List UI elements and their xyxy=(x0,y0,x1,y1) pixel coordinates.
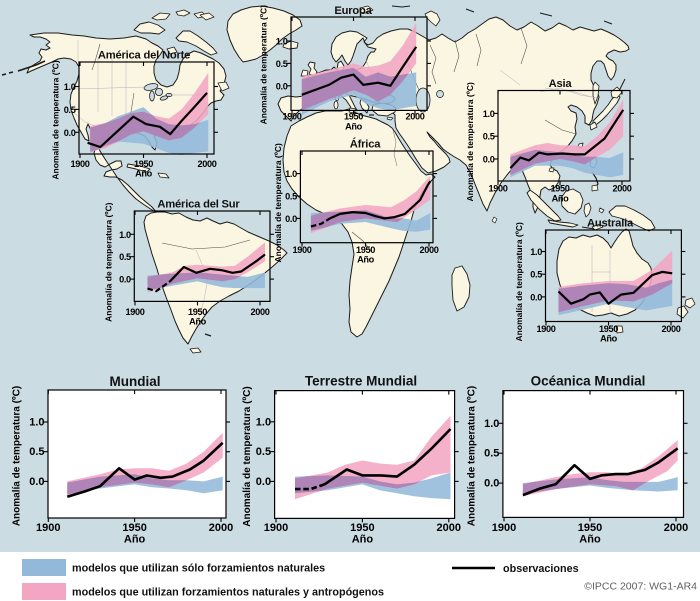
svg-text:0.5: 0.5 xyxy=(276,59,288,69)
svg-text:1900: 1900 xyxy=(488,184,507,194)
svg-text:Año: Año xyxy=(189,317,207,327)
svg-text:América del Norte: América del Norte xyxy=(98,50,190,62)
svg-text:0.0: 0.0 xyxy=(483,155,495,165)
svg-text:observaciones: observaciones xyxy=(503,563,579,575)
svg-text:2000: 2000 xyxy=(197,159,216,169)
svg-text:1950: 1950 xyxy=(188,307,207,317)
svg-text:Anomalía de temperatura (ºC): Anomalía de temperatura (ºC) xyxy=(467,386,478,526)
svg-text:Anomalía de temperatura (ºC): Anomalía de temperatura (ºC) xyxy=(465,82,475,201)
svg-text:0.0: 0.0 xyxy=(119,275,131,285)
svg-text:0.5: 0.5 xyxy=(119,252,131,262)
svg-text:Anomalía de temperatura (ºC): Anomalía de temperatura (ºC) xyxy=(12,386,23,526)
svg-text:1900: 1900 xyxy=(292,245,311,255)
svg-text:1900: 1900 xyxy=(282,112,301,122)
svg-text:Anomalía de temperatura (ºC): Anomalía de temperatura (ºC) xyxy=(51,60,61,179)
svg-text:2000: 2000 xyxy=(250,307,269,317)
svg-text:Océanica Mundial: Océanica Mundial xyxy=(531,374,646,389)
svg-text:1.0: 1.0 xyxy=(530,247,542,257)
svg-text:Año: Año xyxy=(552,193,570,203)
svg-text:Terrestre Mundial: Terrestre Mundial xyxy=(305,374,417,389)
svg-text:Asia: Asia xyxy=(549,78,573,90)
svg-text:0.0: 0.0 xyxy=(276,81,288,91)
svg-text:0.5: 0.5 xyxy=(285,192,297,202)
svg-text:Año: Año xyxy=(124,533,146,545)
svg-text:0.0: 0.0 xyxy=(256,476,271,488)
svg-text:Año: Año xyxy=(352,533,374,545)
svg-text:1900: 1900 xyxy=(536,324,555,334)
svg-text:Año: Año xyxy=(135,169,153,179)
svg-text:Anomalía de temperatura (ºC): Anomalía de temperatura (ºC) xyxy=(104,202,114,321)
svg-text:1950: 1950 xyxy=(350,522,374,534)
svg-text:0.5: 0.5 xyxy=(483,132,495,142)
svg-text:Australia: Australia xyxy=(587,218,634,230)
svg-text:Europa: Europa xyxy=(334,5,372,17)
svg-text:1.0: 1.0 xyxy=(29,417,44,429)
svg-text:2000: 2000 xyxy=(661,324,680,334)
svg-text:Mundial: Mundial xyxy=(110,374,161,389)
svg-text:0.0: 0.0 xyxy=(484,478,499,490)
svg-text:2000: 2000 xyxy=(419,245,438,255)
svg-text:2000: 2000 xyxy=(209,522,233,534)
svg-text:Anomalía de temperatura (ºC): Anomalía de temperatura (ºC) xyxy=(514,222,524,341)
svg-text:1900: 1900 xyxy=(70,159,89,169)
svg-text:©IPCC 2007: WG1-AR4: ©IPCC 2007: WG1-AR4 xyxy=(584,581,697,593)
svg-text:0.0: 0.0 xyxy=(64,128,76,138)
svg-text:1950: 1950 xyxy=(599,324,618,334)
svg-text:0.5: 0.5 xyxy=(29,446,44,458)
svg-text:0.5: 0.5 xyxy=(256,446,271,458)
svg-text:2000: 2000 xyxy=(612,184,631,194)
svg-text:Año: Año xyxy=(600,334,618,344)
svg-text:0.0: 0.0 xyxy=(530,292,542,302)
svg-text:1950: 1950 xyxy=(578,522,602,534)
svg-text:2000: 2000 xyxy=(405,112,424,122)
svg-text:1900: 1900 xyxy=(264,522,288,534)
svg-text:0.5: 0.5 xyxy=(530,270,542,280)
svg-text:0.5: 0.5 xyxy=(484,448,499,460)
svg-text:modelos que utilizan forzamien: modelos que utilizan forzamientos natura… xyxy=(72,587,384,599)
svg-text:África: África xyxy=(350,138,381,151)
svg-text:0.5: 0.5 xyxy=(64,105,76,115)
svg-text:Anomalía de temperatura (ºC): Anomalía de temperatura (ºC) xyxy=(273,143,283,262)
svg-text:2000: 2000 xyxy=(664,522,688,534)
svg-text:1.0: 1.0 xyxy=(276,37,288,47)
svg-text:1950: 1950 xyxy=(344,112,363,122)
svg-text:1900: 1900 xyxy=(36,522,60,534)
svg-text:1.0: 1.0 xyxy=(119,230,131,240)
svg-text:1950: 1950 xyxy=(550,184,569,194)
svg-text:Anomalía de temperatura (ºC): Anomalía de temperatura (ºC) xyxy=(242,386,253,526)
svg-text:1.0: 1.0 xyxy=(483,109,495,119)
svg-text:0.0: 0.0 xyxy=(29,476,44,488)
svg-text:1.0: 1.0 xyxy=(64,82,76,92)
svg-text:modelos que utilizan sólo forz: modelos que utilizan sólo forzamientos n… xyxy=(72,563,325,575)
svg-text:1900: 1900 xyxy=(492,522,516,534)
svg-text:2000: 2000 xyxy=(437,522,461,534)
svg-text:América del Sur: América del Sur xyxy=(157,199,240,211)
svg-text:1.0: 1.0 xyxy=(484,418,499,430)
svg-text:Año: Año xyxy=(345,121,363,131)
svg-text:Anomalía de temperatura (ºC): Anomalía de temperatura (ºC) xyxy=(259,5,269,124)
svg-text:0.0: 0.0 xyxy=(285,214,297,224)
svg-text:Año: Año xyxy=(357,255,375,265)
svg-text:1.0: 1.0 xyxy=(256,416,271,428)
svg-text:1900: 1900 xyxy=(125,307,144,317)
svg-text:Año: Año xyxy=(579,533,601,545)
svg-text:1950: 1950 xyxy=(122,522,146,534)
svg-text:1.0: 1.0 xyxy=(285,169,297,179)
svg-text:1950: 1950 xyxy=(134,159,153,169)
svg-text:1950: 1950 xyxy=(356,245,375,255)
